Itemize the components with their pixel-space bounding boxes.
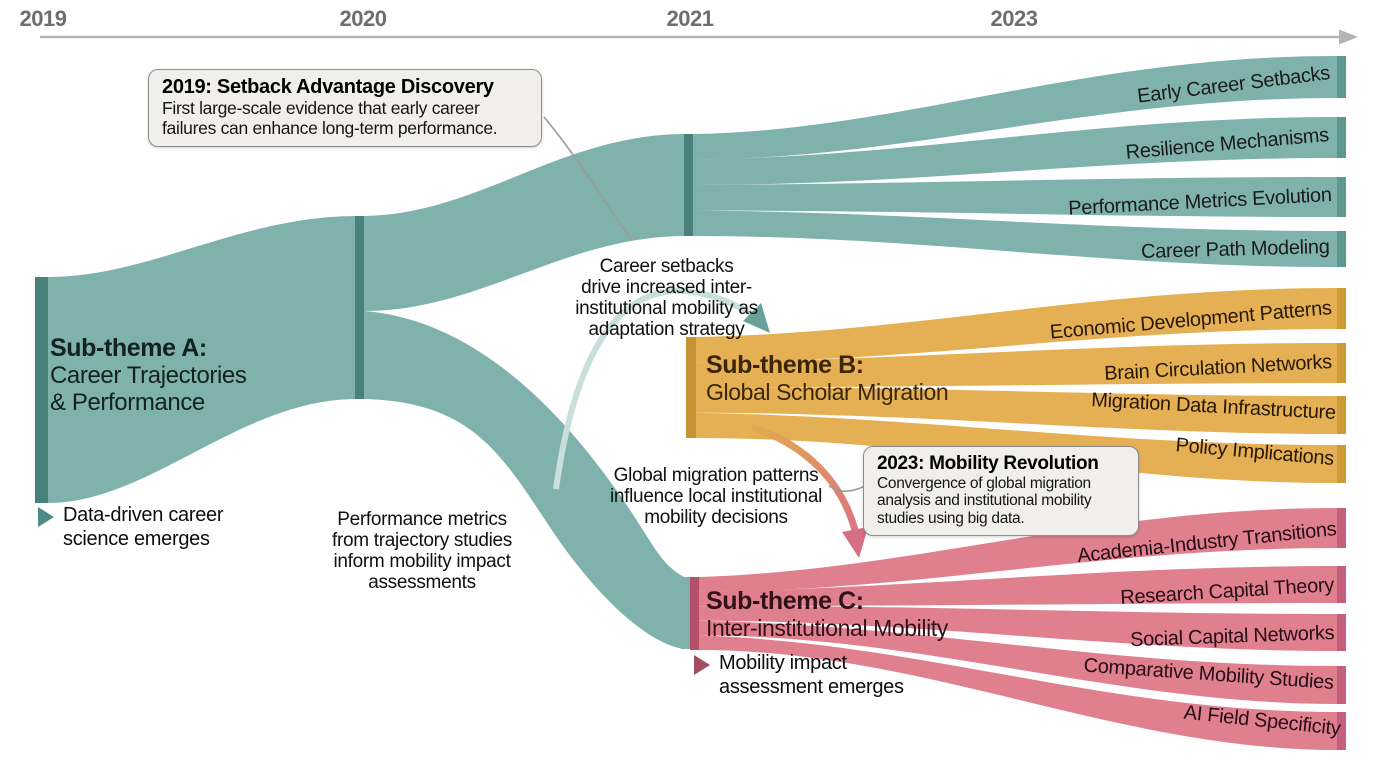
milestone-theme-a: Data-driven career science emerges — [38, 504, 224, 551]
annotation-performance-metrics: Performance metrics from trajectory stud… — [332, 509, 512, 593]
ribbon-a1 — [693, 56, 1337, 160]
flow-a-to-c-arrival — [681, 577, 690, 649]
flow-a-to-c-band — [364, 311, 684, 649]
ribbon-c1 — [699, 508, 1337, 592]
callout-2023-revolution: 2023: Mobility Revolution Convergence of… — [863, 446, 1139, 537]
milestone-theme-c: Mobility impact assessment emerges — [694, 652, 904, 699]
theme-c-desc-line: Inter-institutional Mobility — [706, 615, 948, 642]
milestone-c-line: assessment emerges — [719, 675, 904, 698]
ribbon-endcaps-pink — [1337, 508, 1346, 750]
milestone-triangle-icon — [38, 507, 54, 527]
timeline-axis — [40, 29, 1358, 45]
ribbon-a4 — [693, 210, 1337, 267]
node-2021-theme-a — [684, 134, 693, 236]
callout-title: 2019: Setback Advantage Discovery — [162, 76, 494, 98]
node-2020-theme-a — [355, 216, 364, 399]
ribbon-a2 — [693, 117, 1337, 185]
node-theme-b — [686, 337, 696, 438]
callout-title: 2023: Mobility Revolution — [877, 453, 1099, 474]
ribbon-a3 — [693, 177, 1337, 217]
ribbon-c3 — [699, 606, 1337, 651]
arrowhead-pink-icon — [842, 527, 868, 558]
ribbon-c2 — [699, 566, 1337, 607]
arrow-migration-to-mobility — [750, 423, 868, 558]
theme-a-desc-line: Career Trajectories — [50, 362, 247, 390]
node-theme-c — [690, 577, 699, 650]
theme-a-title: Sub-theme A: Career Trajectories & Perfo… — [50, 334, 247, 417]
ribbon-b2 — [696, 343, 1337, 388]
callout-2023-leader-line — [828, 485, 866, 493]
theme-a-desc-line: & Performance — [50, 389, 205, 417]
callout-2019-leader-line — [543, 116, 632, 240]
milestone-c-line: Mobility impact — [719, 652, 847, 674]
ribbon-b3 — [696, 387, 1337, 434]
flow-a-main-band — [48, 216, 357, 503]
theme-b-name: Sub-theme B: — [706, 351, 864, 379]
flow-a-upper-band — [364, 134, 686, 311]
milestone-a-line: Data-driven career — [63, 504, 224, 526]
theme-c-title: Sub-theme C: Inter-institutional Mobilit… — [706, 587, 948, 641]
year-label-2020: 2020 — [339, 6, 387, 31]
year-label-2021: 2021 — [666, 6, 714, 31]
node-2019-theme-a — [35, 277, 48, 503]
annotation-migration-influence: Global migration patterns influence loca… — [609, 465, 823, 528]
ribbon-endcaps-teal — [1337, 56, 1346, 267]
milestone-a-line: science emerges — [63, 527, 210, 550]
theme-b-title: Sub-theme B: Global Scholar Migration — [706, 351, 949, 406]
theme-c-name: Sub-theme C: — [706, 587, 864, 615]
year-label-2023: 2023 — [990, 6, 1038, 31]
theme-b-desc-line: Global Scholar Migration — [706, 379, 949, 406]
arrow-setbacks-to-migration — [553, 287, 770, 490]
arrowhead-teal-icon — [743, 303, 770, 333]
year-label-2019: 2019 — [19, 6, 67, 31]
ribbon-b1 — [696, 288, 1337, 363]
theme-a-name: Sub-theme A: — [50, 334, 207, 362]
timeline-arrowhead-icon — [1339, 29, 1358, 45]
ribbon-endcaps-gold — [1337, 288, 1346, 483]
milestone-triangle-icon — [694, 655, 710, 675]
callout-2019-discovery: 2019: Setback Advantage Discovery First … — [148, 69, 542, 148]
ribbon-c5 — [699, 635, 1337, 750]
annotation-setbacks-mobility: Career setbacks drive increased inter- i… — [575, 256, 758, 340]
ribbon-c4 — [699, 620, 1337, 704]
